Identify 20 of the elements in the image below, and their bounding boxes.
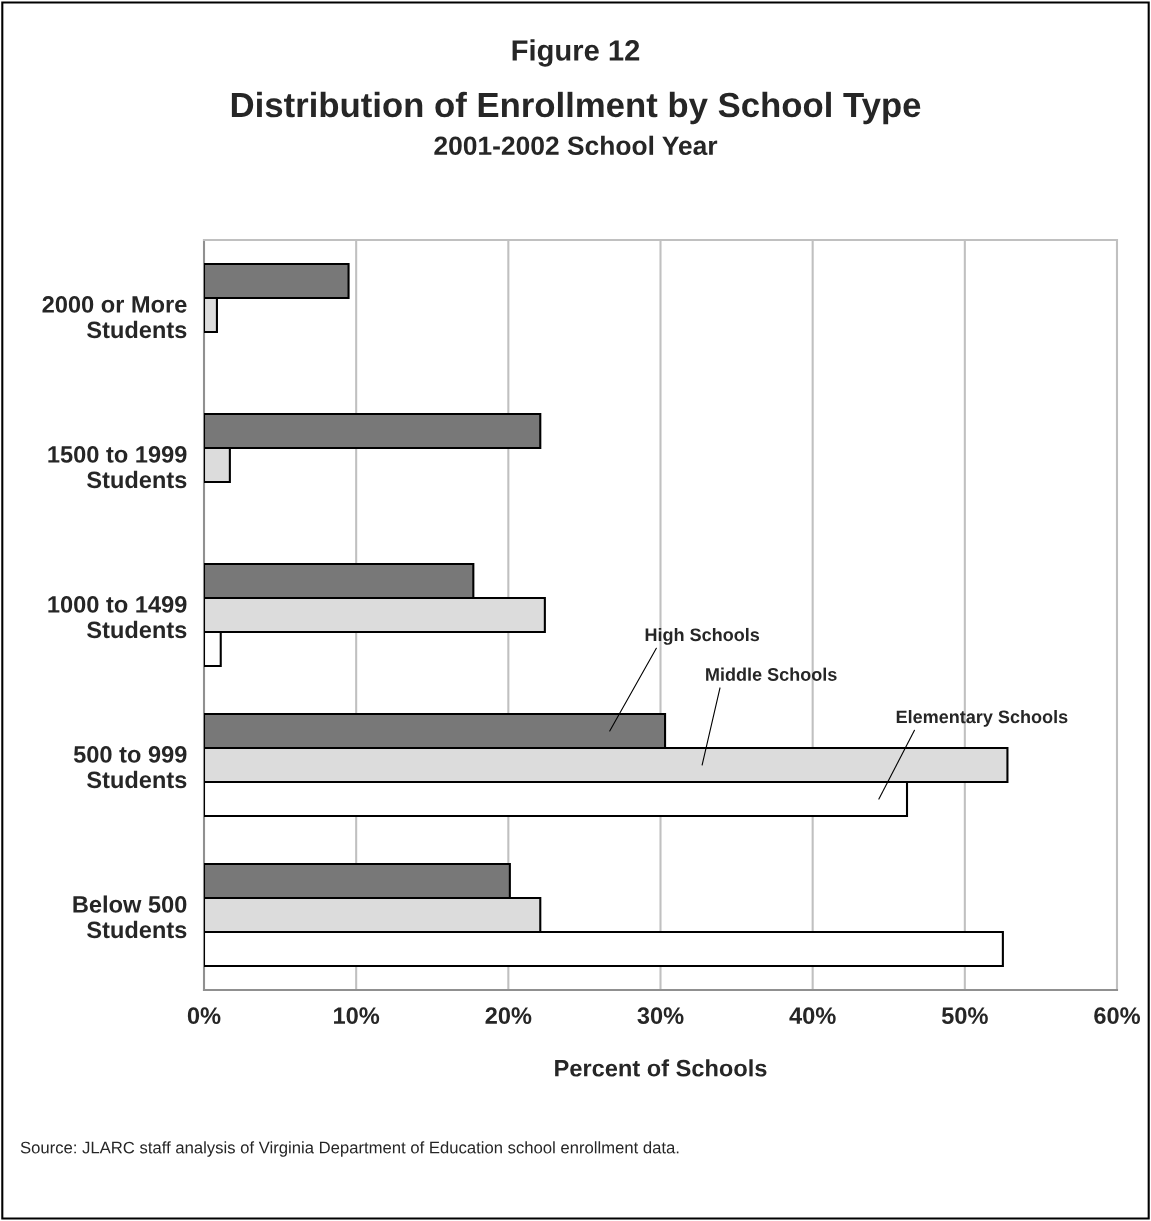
x-tick-label: 0%	[187, 1007, 221, 1025]
y-tick-label: 500 to 999 Students	[73, 746, 187, 789]
text: Elementary Schools	[896, 710, 1068, 727]
y-tick-label: Below 500 Students	[73, 895, 187, 939]
y-tick-label: 2000 or More Students	[42, 296, 187, 339]
chart-subtitle: 2001-2002 School Year	[434, 135, 718, 156]
y-tick-label: 1000 to 1499 Students	[48, 596, 187, 639]
x-axis-title: Percent of Schools	[555, 1059, 767, 1077]
chart-title: Distribution of Enrollment by School Type	[231, 91, 921, 125]
source-note: Source: JLARC staff analysis of Virginia Department of Education school enrollment data.	[20, 1141, 679, 1157]
y-tick-label: 1500 to 1999 Students	[48, 446, 187, 489]
text: High Schools	[645, 627, 760, 645]
text: Middle Schools	[706, 667, 837, 681]
x-tick-label: 30%	[637, 1007, 684, 1025]
caption: Figure 12	[512, 39, 640, 67]
x-tick-label: 10%	[334, 1007, 380, 1025]
x-tick-label: 60%	[1094, 1007, 1141, 1025]
x-tick-label: 50%	[941, 1007, 988, 1025]
x-tick-label: 40%	[789, 1007, 836, 1025]
x-tick-label: 20%	[485, 1007, 532, 1025]
